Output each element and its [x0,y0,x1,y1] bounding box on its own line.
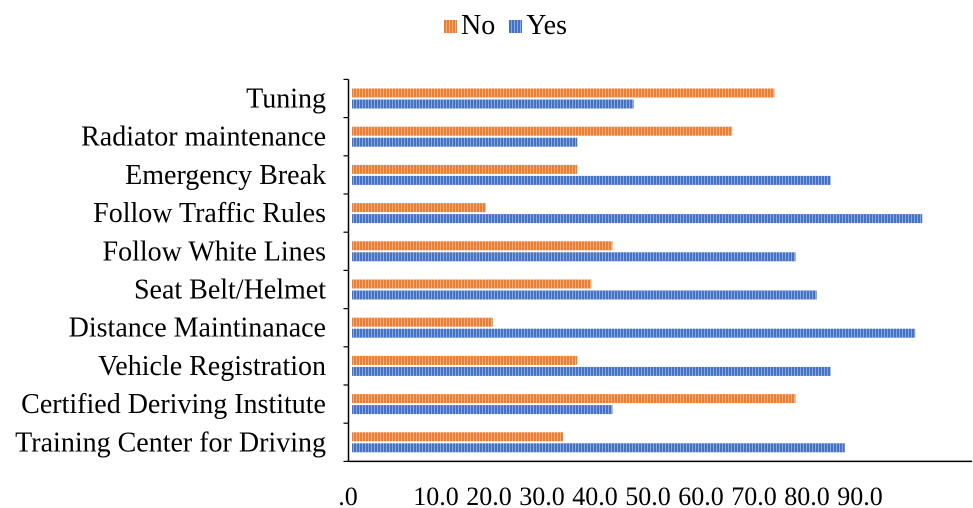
category-label-distance-maintinanace: Distance Maintinanace [69,313,326,344]
chart-legend: No Yes [444,10,567,42]
bar-no-follow-traffic-rules [352,203,486,213]
bar-no-training-center-for-driving [352,432,564,442]
bar-yes-seat-belt-helmet [352,290,817,300]
legend-item-no: No [444,10,495,42]
category-label-tuning: Tuning [246,84,326,115]
legend-swatch-no [444,19,457,33]
x-tick-label: 90.0 [837,482,883,508]
category-label-certified-deriving-institute: Certified Deriving Institute [21,389,326,420]
bar-yes-training-center-for-driving [352,443,845,453]
category-label-emergency-break: Emergency Break [125,160,326,191]
bar-yes-follow-white-lines [352,252,796,262]
legend-swatch-yes [509,19,523,33]
bar-no-emergency-break [352,164,578,174]
bar-no-vehicle-registration [352,355,578,365]
x-tick-label: 40.0 [572,482,618,508]
x-tick-label: 70.0 [731,482,777,508]
bar-yes-tuning [352,99,634,109]
category-label-vehicle-registration: Vehicle Registration [98,351,326,382]
legend-label-no: No [461,10,496,41]
bar-yes-follow-traffic-rules [352,214,923,224]
x-tick-label: 80.0 [784,482,830,508]
bar-no-seat-belt-helmet [352,279,592,289]
x-tick-label: 20.0 [466,482,512,508]
bar-no-tuning [352,88,775,98]
category-label-follow-traffic-rules: Follow Traffic Rules [93,198,326,229]
category-label-training-center-for-driving: Training Center for Driving [15,427,326,458]
bar-no-follow-white-lines [352,241,613,251]
bar-yes-distance-maintinanace [352,328,916,338]
legend-item-yes: Yes [509,10,567,42]
bar-no-radiator-maintenance [352,126,733,136]
bar-yes-radiator-maintenance [352,137,578,147]
bar-no-distance-maintinanace [352,317,493,327]
x-tick-label: 30.0 [519,482,565,508]
x-tick-label: 50.0 [625,482,671,508]
bar-yes-emergency-break [352,175,831,185]
legend-label-yes: Yes [526,10,567,41]
x-tick-label: .0 [338,482,358,508]
category-label-seat-belt-helmet: Seat Belt/Helmet [134,275,326,306]
bar-yes-vehicle-registration [352,366,831,376]
bar-no-certified-deriving-institute [352,394,796,404]
category-label-radiator-maintenance: Radiator maintenance [81,122,326,153]
bar-yes-certified-deriving-institute [352,405,613,415]
x-tick-label: 10.0 [413,482,459,508]
category-label-follow-white-lines: Follow White Lines [103,236,326,267]
x-tick-label: 60.0 [678,482,724,508]
